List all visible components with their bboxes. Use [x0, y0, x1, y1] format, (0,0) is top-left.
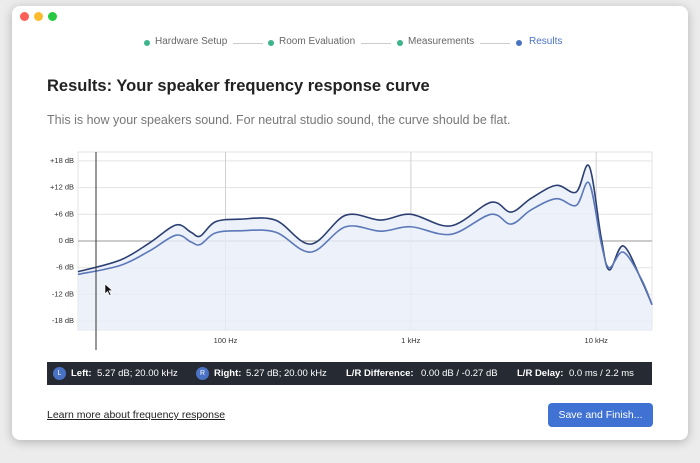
learn-more-link[interactable]: Learn more about frequency response: [47, 409, 226, 421]
label: Left:: [71, 368, 92, 379]
y-tick-label: -18 dB: [52, 316, 74, 325]
minimize-button[interactable]: [34, 12, 43, 21]
area-fill: [78, 165, 652, 330]
step-line: [233, 43, 263, 44]
left-value: 5.27 dB; 20.00 kHz: [97, 368, 178, 379]
x-tick-label: 100 Hz: [214, 336, 238, 345]
step-dot: [516, 40, 522, 46]
right-label: Right:: [214, 368, 241, 379]
delay-value: 0.0 ms / 2.2 ms: [569, 368, 634, 379]
step-dot: [268, 40, 274, 46]
label: Right:: [214, 368, 242, 379]
right-value: 5.27 dB; 20.00 kHz: [246, 368, 327, 379]
label: L/R Delay:: [517, 368, 564, 379]
step-dot: [144, 40, 150, 46]
y-tick-label: 0 dB: [59, 236, 74, 245]
step[interactable]: Measurements: [408, 36, 475, 47]
save-button[interactable]: Save and Finish...: [548, 403, 653, 427]
y-tick-label: -6 dB: [56, 263, 74, 272]
series-line: [77, 181, 653, 305]
y-tick-label: +6 dB: [54, 209, 74, 218]
step[interactable]: Hardware Setup: [155, 36, 228, 47]
left-badge: L: [53, 367, 66, 380]
title: Results: Your speaker frequency response…: [47, 77, 430, 95]
step-dot: [397, 40, 403, 46]
y-tick-label: -12 dB: [52, 289, 74, 298]
y-tick-label: +12 dB: [50, 183, 74, 192]
series-line: [77, 164, 653, 305]
left-label: Left:: [71, 368, 92, 379]
zoom-button[interactable]: [48, 12, 57, 21]
delay-label: L/R Delay:: [517, 368, 563, 379]
info-bar: L Left: 5.27 dB; 20.00 kHz R Right: 5.27…: [47, 362, 652, 385]
chart: +18 dB +12 dB +6 dB 0 dB -6 dB -12 dB -18 dB 10…: [50, 151, 653, 350]
right-badge: R: [196, 367, 209, 380]
subtitle: This is how your speakers sound. For neu…: [47, 113, 511, 127]
step[interactable]: Room Evaluation: [279, 36, 356, 47]
close-button[interactable]: [20, 12, 29, 21]
step[interactable]: Results: [529, 36, 563, 47]
diff-value: 0.00 dB / -0.27 dB: [421, 368, 498, 379]
diff-label: L/R Difference:: [346, 368, 414, 379]
x-tick-label: 10 kHz: [585, 336, 609, 345]
step-line: [480, 43, 510, 44]
x-tick-label: 1 kHz: [401, 336, 420, 345]
label: L/R Difference:: [346, 368, 414, 379]
step-line: [361, 43, 391, 44]
mouse-pointer: [104, 283, 114, 296]
y-tick-label: +18 dB: [50, 156, 74, 165]
